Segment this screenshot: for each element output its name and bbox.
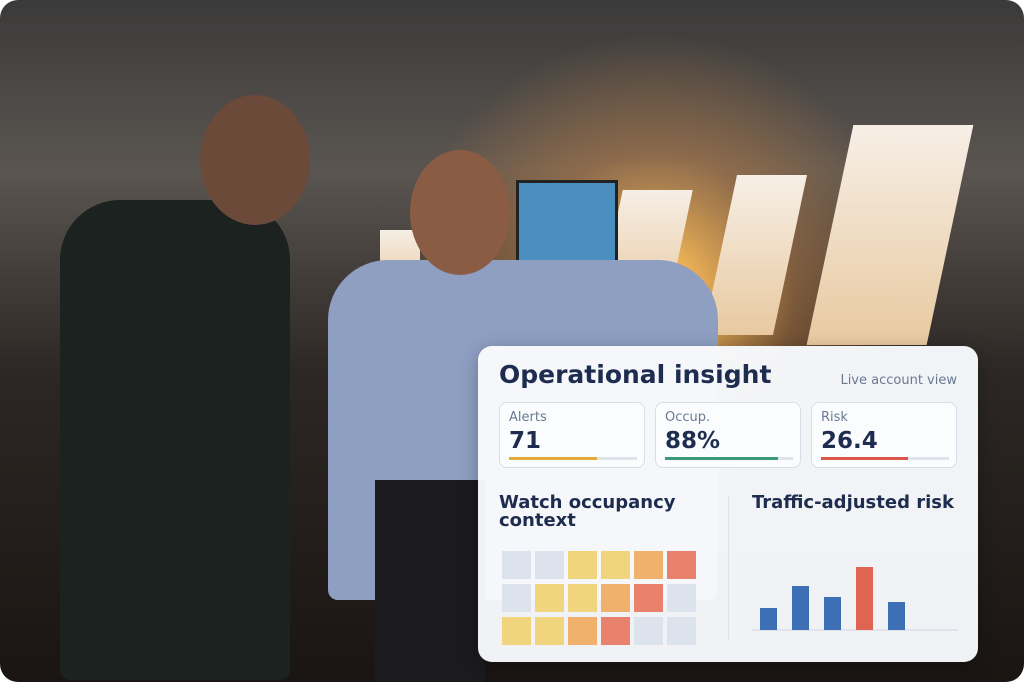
kpi-label: Alerts (509, 410, 547, 425)
heatmap-cell (667, 551, 696, 579)
kpi-tile: Risk 26.4 (811, 402, 957, 468)
kpi-tile: Occup. 88% (655, 402, 801, 468)
heatmap (502, 551, 696, 645)
progress-fill (509, 457, 598, 460)
heatmap-cell (502, 551, 531, 579)
heatmap-cell (634, 551, 663, 579)
kpi-label: Occup. (665, 410, 711, 425)
kpi-value: 26.4 (821, 428, 878, 454)
heatmap-cell (535, 551, 564, 579)
heatmap-cell (568, 584, 597, 612)
progress-fill (665, 457, 778, 460)
monitor (516, 180, 618, 264)
head (200, 95, 310, 225)
progress-fill (821, 457, 909, 460)
progress-track (665, 457, 793, 460)
heatmap-cell (601, 617, 630, 645)
trousers (375, 480, 485, 682)
kpi-label: Risk (821, 410, 848, 425)
progress-track (509, 457, 637, 460)
kpi-value: 71 (509, 428, 542, 454)
card-title: Operational insight (499, 360, 772, 389)
section-title: Watch occupancy context (499, 492, 676, 531)
heatmap-cell (568, 551, 597, 579)
heatmap-cell (502, 584, 531, 612)
bar (888, 602, 905, 630)
divider (728, 496, 729, 641)
window (806, 125, 974, 345)
insight-card: Operational insight Live account view Wa… (478, 346, 978, 662)
heatmap-cell (568, 617, 597, 645)
bar (760, 608, 777, 630)
heatmap-cell (601, 551, 630, 579)
heatmap-cell (634, 584, 663, 612)
kpi-tile: Alerts 71 (499, 402, 645, 468)
heatmap-cell (634, 617, 663, 645)
head (410, 150, 510, 275)
bar (856, 567, 873, 630)
heatmap-cell (667, 617, 696, 645)
bar (824, 597, 841, 630)
heatmap-cell (502, 617, 531, 645)
kpi-value: 88% (665, 428, 721, 454)
heatmap-cell (535, 584, 564, 612)
heatmap-cell (667, 584, 696, 612)
bar-chart (752, 567, 958, 631)
progress-track (821, 457, 949, 460)
window (702, 175, 808, 335)
section-title: Traffic-adjusted risk (752, 492, 954, 513)
person (60, 200, 290, 680)
card-subtitle: Live account view (840, 373, 957, 388)
bar (792, 586, 809, 630)
heatmap-cell (535, 617, 564, 645)
heatmap-cell (601, 584, 630, 612)
